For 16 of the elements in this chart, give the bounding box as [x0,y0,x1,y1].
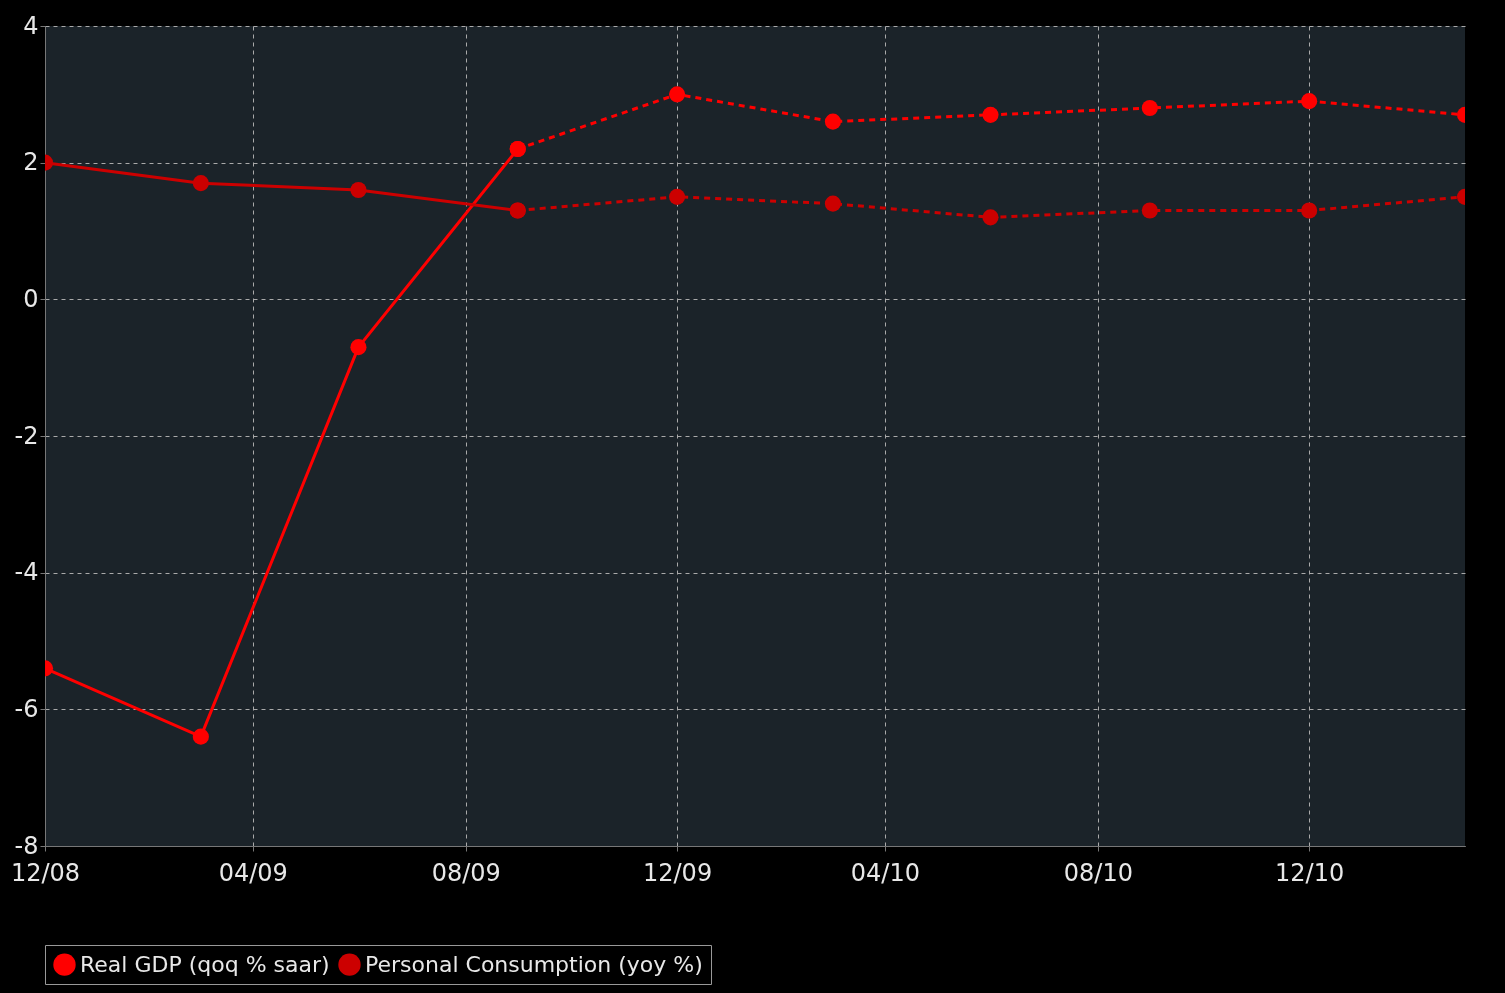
x-tick-label: 08/09 [431,858,501,887]
legend-label: Real GDP (qoq % saar) [80,951,330,977]
x-tick-label: 12/10 [1275,858,1345,887]
x-tick-label: 12/09 [642,858,713,887]
x-tick-label: 12/08 [10,858,81,887]
y-tick-label: 0 [23,284,39,313]
y-tick-label: 4 [23,11,39,40]
x-tick-label: 04/09 [218,858,288,887]
y-tick-label: -2 [14,421,39,450]
legend-label: Personal Consumption (yoy %) [365,951,703,977]
x-tick-label: 04/10 [850,858,920,887]
y-tick-label: -4 [14,558,39,587]
y-tick-label: -8 [14,831,39,860]
y-tick-label: -6 [14,694,39,723]
y-tick-label: 2 [23,148,39,177]
x-tick-label: 08/10 [1063,858,1133,887]
